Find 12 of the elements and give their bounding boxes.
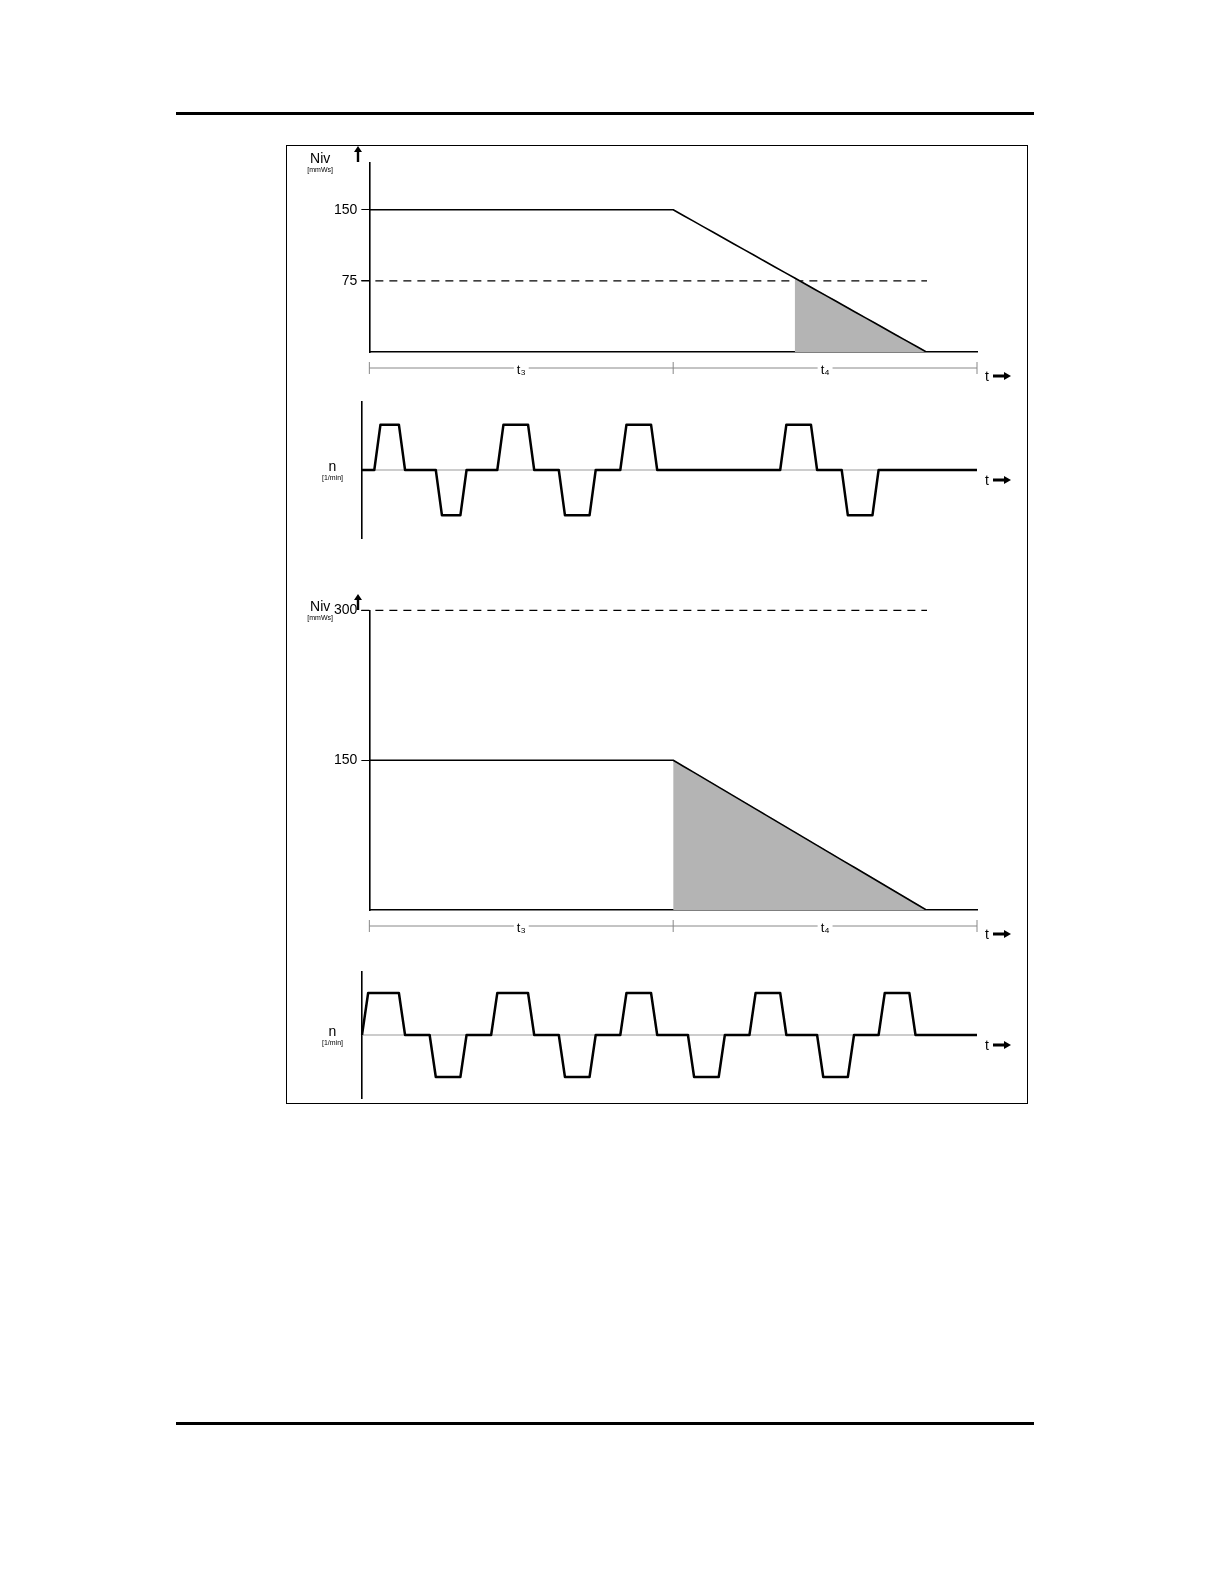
x-axis-title: t xyxy=(985,368,989,384)
y-tick-label: 150 xyxy=(334,751,358,768)
y-tick-label: 75 xyxy=(341,271,358,288)
x-axis-title: t xyxy=(985,472,989,488)
x-axis-title: t xyxy=(985,926,989,942)
text: t₄ xyxy=(820,919,830,935)
text: t₃ xyxy=(516,361,526,377)
text: t₄ xyxy=(820,361,830,377)
y-tick-label: 150 xyxy=(334,200,358,217)
text: t₃ xyxy=(516,919,526,935)
y-tick-label: 300 xyxy=(334,601,358,618)
x-axis-title: t xyxy=(985,1037,989,1053)
